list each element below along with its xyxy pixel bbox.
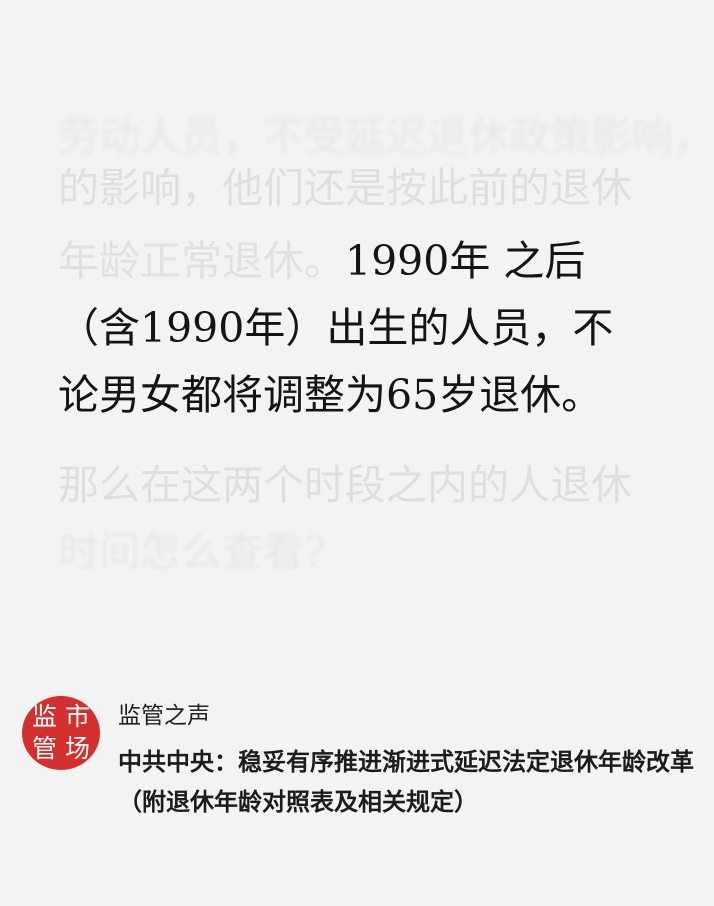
seal-char: 监 (31, 702, 57, 731)
faded-line: 时间怎么查看? (58, 528, 326, 576)
seal-char: 管 (31, 734, 57, 763)
article-text: 劳动人员，不受延迟退休政策影响， 的影响，他们还是按此前的退休 年龄正常退休。1… (58, 113, 714, 576)
faded-line: 那么在这两个时段之内的人退休 (58, 461, 632, 509)
source-article-title[interactable]: 中共中央：稳妥有序推进渐进式延迟法定退休年龄改革（附退休年龄对照表及相关规定） (118, 748, 694, 816)
highlight-segment: 1990年 之后 (345, 237, 586, 285)
seal-char: 市 (64, 702, 90, 731)
faded-segment: 年龄正常退休。 (58, 237, 345, 285)
seal-logo: 监 市 管 场 (22, 696, 100, 770)
highlight-line: 论男女都将调整为65岁退休。 (58, 371, 603, 419)
source-account-name[interactable]: 监管之声 (118, 703, 210, 729)
source-card[interactable]: 监 市 管 场 监管之声 中共中央：稳妥有序推进渐进式延迟法定退休年龄改革（附退… (0, 690, 714, 906)
seal-char: 场 (64, 734, 90, 763)
mixed-line: 年龄正常退休。1990年 之后 (58, 236, 658, 286)
faded-line: 的影响，他们还是按此前的退休 (58, 164, 632, 212)
highlight-line: （含1990年）出生的人员，不 (58, 304, 614, 352)
faded-line: 劳动人员，不受延迟退休政策影响， (58, 113, 714, 161)
